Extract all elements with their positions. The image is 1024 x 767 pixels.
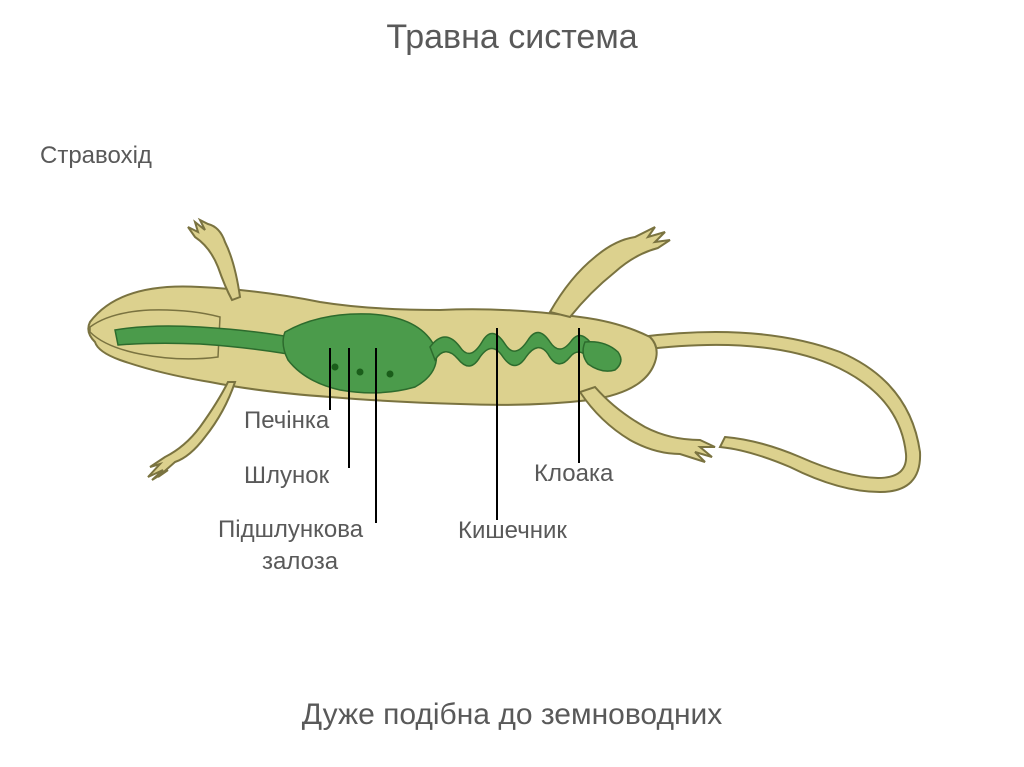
tail-shape [640, 332, 920, 492]
leader-line [329, 348, 331, 410]
diagram-container [0, 77, 1024, 577]
leader-line [496, 328, 498, 520]
label-stomach: Шлунок [244, 462, 329, 490]
label-intestine: Кишечник [458, 517, 567, 545]
footer-text: Дуже подібна до земноводних [0, 698, 1024, 732]
organ-dot [357, 369, 364, 376]
label-esophagus: Стравохід [40, 142, 152, 170]
leader-line [348, 348, 350, 468]
label-pancreas-2: залоза [262, 548, 338, 576]
label-cloaca: Клоака [534, 460, 613, 488]
lizard-diagram [60, 182, 960, 522]
leader-line [578, 328, 580, 463]
page-title: Травна система [0, 0, 1024, 57]
organ-dot [387, 371, 394, 378]
label-liver: Печінка [244, 407, 329, 435]
back-left-leg [550, 227, 670, 317]
organ-dot [332, 364, 339, 371]
leader-line [375, 348, 377, 523]
back-right-leg [580, 387, 715, 462]
label-pancreas-1: Підшлункова [218, 516, 363, 544]
front-right-leg [148, 382, 235, 480]
